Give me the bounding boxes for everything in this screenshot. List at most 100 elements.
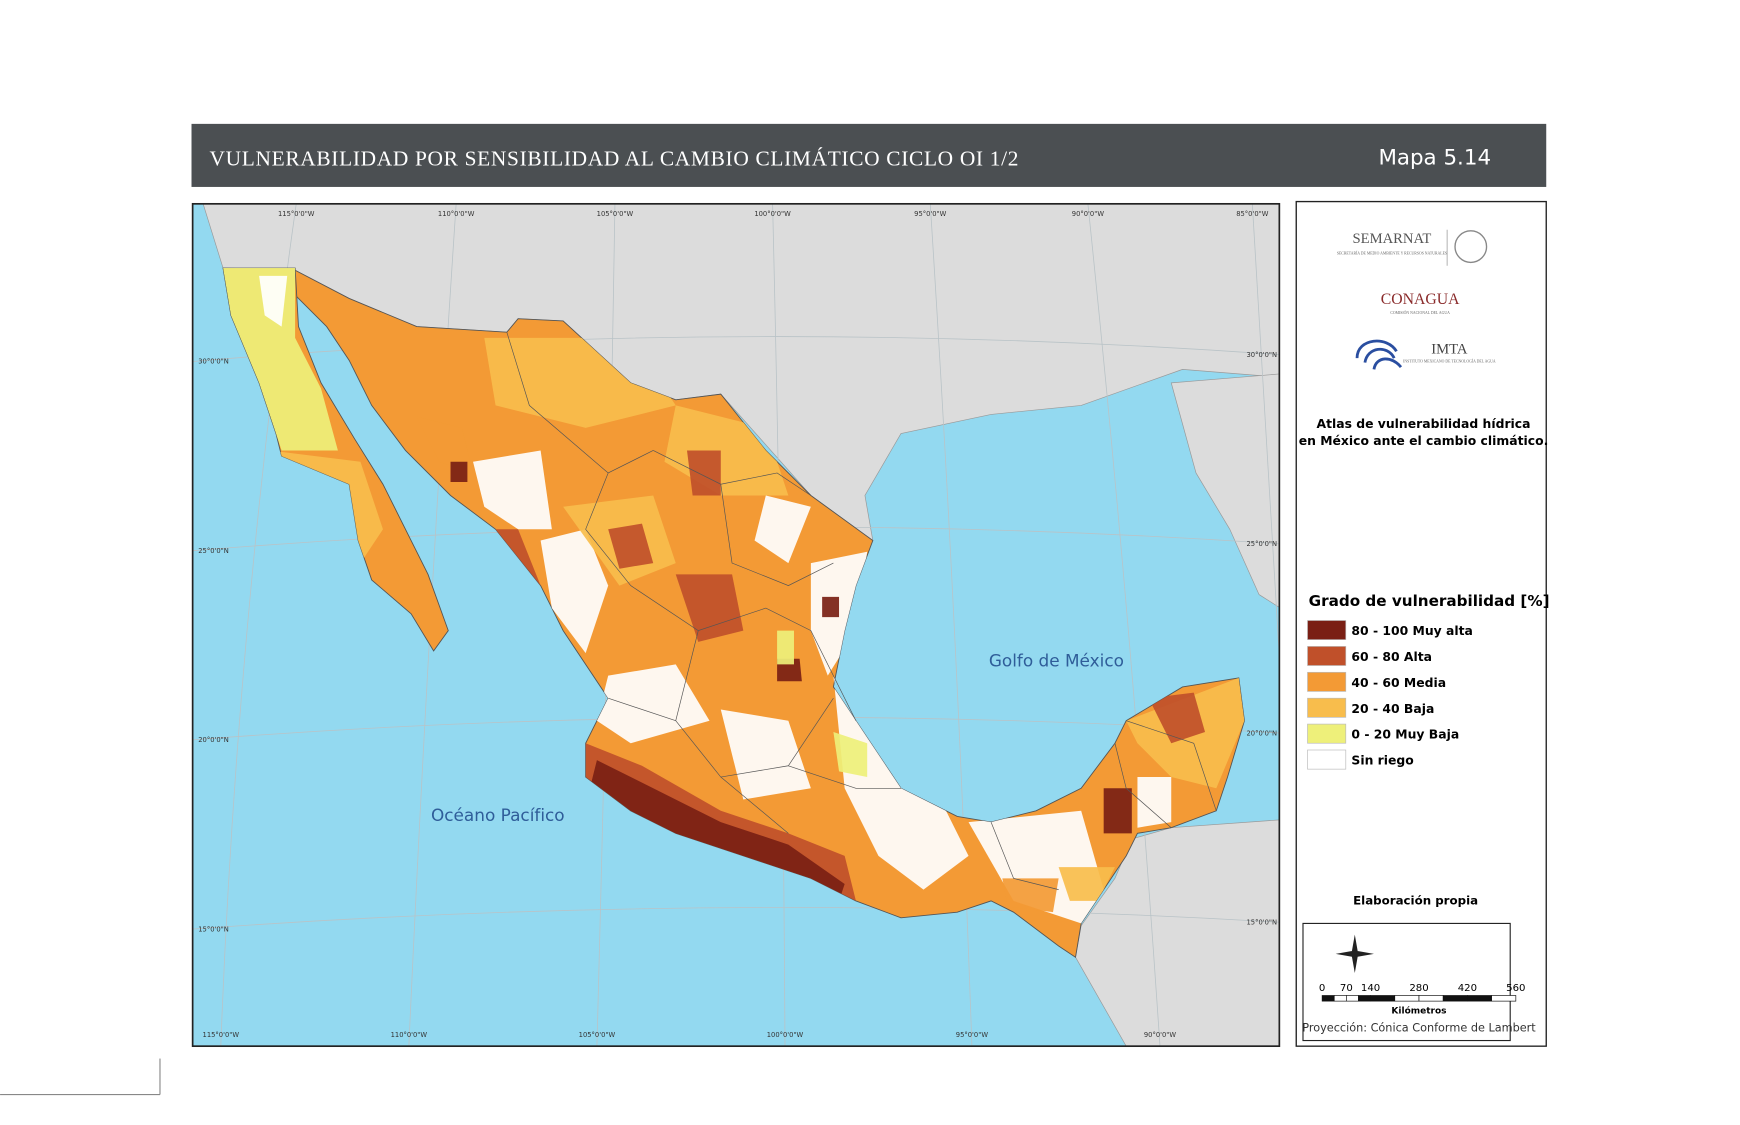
scale-segment	[1321, 995, 1335, 1002]
legend-swatch	[1307, 749, 1347, 770]
latitude-label: 25°0'0"N	[1247, 540, 1278, 548]
water-label: Océano Pacífico	[431, 805, 565, 825]
region-patch	[591, 760, 845, 901]
region-patch	[259, 275, 288, 327]
scale-segment	[1358, 995, 1371, 1002]
longitude-label: 105°0'0"W	[579, 1031, 616, 1039]
legend-swatch	[1307, 646, 1347, 666]
emblem	[1454, 230, 1488, 264]
projection: Proyección: Cónica Conforme de Lambert	[1302, 1022, 1536, 1035]
atlas-title-line: en México ante el cambio climático.	[1299, 434, 1549, 448]
region-patch	[675, 574, 744, 642]
longitude-label: 90°0'0"W	[1144, 1031, 1177, 1039]
legend: 80 - 100 Muy alta 60 - 80 Alta 40 - 60 Med…	[1307, 620, 1473, 770]
legend-label: 0 - 20 Muy Baja	[1351, 728, 1459, 742]
legend-swatch	[1307, 723, 1347, 744]
region-patch	[720, 709, 811, 800]
logo-subtitle: COMISIÓN NACIONAL DEL AGUA	[1390, 310, 1450, 315]
scale-segment	[1491, 995, 1517, 1002]
longitude-label: 110°0'0"W	[391, 1031, 428, 1039]
longitude-label: 105°0'0"W	[597, 210, 634, 218]
scale-segment	[1333, 995, 1347, 1002]
region-patch	[687, 450, 721, 496]
header-bar	[191, 123, 1547, 187]
logo-subtitle: SECRETARÍA DE MEDIO AMBIENTE Y RECURSOS …	[1337, 251, 1447, 256]
longitude-label: 115°0'0"W	[278, 210, 315, 218]
legend-label: 60 - 80 Alta	[1351, 650, 1432, 664]
region-patch	[596, 664, 710, 744]
compass	[1335, 934, 1374, 973]
region-patch	[540, 529, 609, 654]
latitude-label: 15°0'0"N	[1247, 919, 1278, 927]
scale-box	[1302, 922, 1511, 1042]
latitude-label: 25°0'0"N	[198, 547, 229, 555]
logo-name: IMTA	[1431, 342, 1468, 358]
legend-swatch	[1307, 620, 1347, 640]
graticule-labels: 115°0'0"W 110°0'0"W 105°0'0"W 100°0'0"W 95°0…	[198, 210, 1277, 1039]
legend-title: Grado de vulnerabilidad [%]	[1309, 592, 1550, 610]
legend-swatch	[1307, 697, 1347, 718]
scale-tick-label: 560	[1506, 983, 1525, 994]
logo-name: SEMARNAT	[1353, 231, 1432, 247]
longitude-label: 95°0'0"W	[956, 1031, 989, 1039]
legend-label: 20 - 40 Baja	[1351, 702, 1434, 716]
imta-waves	[1355, 339, 1403, 370]
credit: Elaboración propia	[1353, 893, 1478, 907]
logo-name: CONAGUA	[1381, 291, 1460, 308]
region-patch	[777, 630, 794, 665]
latitude-label: 30°0'0"N	[198, 358, 229, 366]
longitude-label: 85°0'0"W	[1236, 210, 1269, 218]
region-patch	[608, 523, 654, 569]
region-patch	[223, 268, 338, 451]
legend-swatch	[1307, 671, 1347, 692]
region-patch	[450, 461, 468, 482]
scale-tick-label: 140	[1361, 983, 1380, 994]
longitude-label: 100°0'0"W	[754, 210, 791, 218]
central-america-land	[1075, 819, 1280, 1047]
map-number: Mapa 5.14	[1378, 145, 1491, 170]
region-patch	[822, 596, 840, 618]
scale-tick-label: 280	[1409, 983, 1428, 994]
map: Golfo de México Océano Pacífico	[192, 203, 1280, 1047]
scale-segment	[1370, 995, 1396, 1002]
atlas-title-line: Atlas de vulnerabilidad hídrica	[1316, 417, 1530, 431]
scale-tick-label: 0	[1319, 983, 1325, 994]
graticule-line	[1087, 203, 1161, 1047]
graticule-line	[192, 907, 1280, 930]
longitude-label: 115°0'0"W	[203, 1031, 240, 1039]
latitude-label: 20°0'0"N	[1247, 729, 1278, 737]
scale-tick-label: 70	[1340, 983, 1353, 994]
longitude-label: 90°0'0"W	[1072, 210, 1105, 218]
state-borders	[506, 332, 1217, 890]
region-patch	[754, 495, 811, 564]
legend-label: Sin riego	[1351, 754, 1413, 768]
region-patch	[1002, 878, 1059, 913]
florida-land	[1170, 373, 1280, 608]
region-patch	[1058, 867, 1115, 901]
header-title: VULNERABILIDAD POR SENSIBILIDAD AL CAMBI…	[210, 147, 1020, 171]
scale-segment	[1442, 995, 1468, 1002]
latitude-label: 20°0'0"N	[198, 736, 229, 744]
graticule-line	[929, 203, 973, 1047]
water-label: Golfo de México	[989, 651, 1124, 671]
region-patch	[1148, 692, 1206, 744]
water-labels: Golfo de México Océano Pacífico	[431, 651, 1124, 825]
latitude-label: 15°0'0"N	[198, 925, 229, 933]
graticule-line	[1251, 203, 1280, 664]
vulnerability-patches	[223, 268, 1245, 924]
scale-tick-label: 420	[1458, 983, 1477, 994]
scale-segment	[1418, 995, 1444, 1002]
state-border	[506, 332, 1217, 890]
region-patch	[416, 416, 474, 473]
scale-segment	[1346, 995, 1359, 1002]
scale-bar: 0 70 140 280 420 560 Kilómetros	[1319, 983, 1526, 1017]
scale-segment	[1467, 995, 1492, 1002]
legend-label: 40 - 60 Media	[1351, 676, 1446, 690]
map-frame	[191, 202, 1281, 1048]
scale-unit: Kilómetros	[1391, 1006, 1446, 1017]
compass-rose	[1335, 934, 1374, 973]
region-patch	[473, 450, 552, 530]
